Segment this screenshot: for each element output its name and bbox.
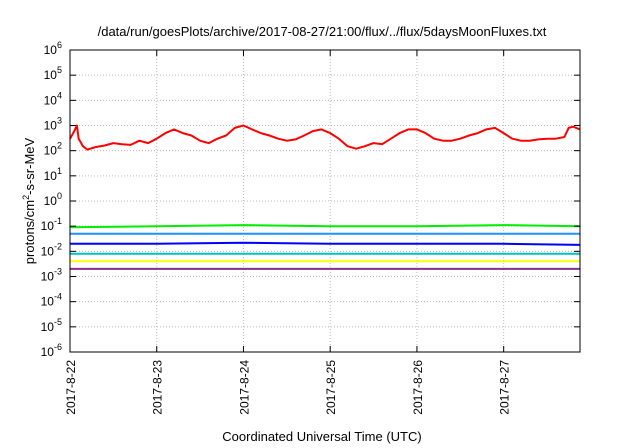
y-tick-exp: -3 (54, 267, 62, 277)
y-axis-title-prefix: protons/cm (22, 200, 37, 264)
x-tick-label: 2017-8-22 (64, 360, 78, 415)
y-tick-base: 10 (44, 93, 58, 107)
y-axis-title-suffix: -s-sr-MeV (22, 137, 37, 194)
y-tick-base: 10 (44, 194, 58, 208)
y-axis-title: protons/cm2-s-sr-MeV (21, 137, 37, 264)
y-tick-label: 105 (44, 65, 62, 82)
x-tick-labels: 2017-8-22 2017-8-23 2017-8-24 2017-8-25 2017… (64, 360, 512, 415)
axis-ticks (69, 49, 580, 353)
x-tick-label: 2017-8-26 (411, 360, 425, 415)
y-tick-exp: -1 (54, 216, 62, 226)
y-tick-exp: 4 (57, 90, 62, 100)
y-tick-base: 10 (41, 320, 55, 334)
y-tick-labels: 10610510410310210110010-110-210-310-410-… (41, 40, 62, 359)
y-tick-exp: 5 (57, 65, 62, 75)
y-tick-base: 10 (44, 119, 58, 133)
gridlines (69, 49, 580, 353)
y-tick-exp: 3 (57, 116, 62, 126)
y-tick-exp: 2 (57, 141, 62, 151)
y-tick-base: 10 (44, 169, 58, 183)
y-tick-base: 10 (41, 219, 55, 233)
y-tick-label: 104 (44, 90, 62, 107)
y-tick-base: 10 (41, 270, 55, 284)
chart-title: /data/run/goesPlots/archive/2017-08-27/2… (98, 24, 547, 39)
series-lines (69, 124, 581, 270)
x-axis-title: Coordinated Universal Time (UTC) (222, 429, 421, 444)
x-tick-label: 2017-8-24 (237, 360, 251, 415)
y-tick-label: 10-2 (41, 241, 62, 258)
y-axis-title-sup: 2 (21, 195, 31, 200)
y-tick-base: 10 (41, 345, 55, 359)
y-tick-exp: -2 (54, 241, 62, 251)
y-tick-base: 10 (41, 295, 55, 309)
y-tick-base: 10 (44, 144, 58, 158)
series-line-1 (69, 224, 581, 229)
y-tick-label: 103 (44, 116, 62, 133)
x-tick-label: 2017-8-23 (151, 360, 165, 415)
y-tick-label: 101 (44, 166, 62, 183)
y-tick-exp: 6 (57, 40, 62, 50)
y-tick-label: 106 (44, 40, 62, 57)
y-tick-label: 10-3 (41, 267, 62, 284)
x-tick-label: 2017-8-25 (324, 360, 338, 415)
y-tick-label: 10-6 (41, 342, 62, 359)
y-tick-base: 10 (44, 68, 58, 82)
y-tick-label: 100 (44, 191, 62, 208)
y-tick-base: 10 (41, 244, 55, 258)
y-tick-label: 10-5 (41, 317, 62, 334)
y-tick-base: 10 (44, 43, 58, 57)
x-tick-label: 2017-8-27 (498, 360, 512, 415)
y-tick-exp: 1 (57, 166, 62, 176)
y-tick-exp: -6 (54, 342, 62, 352)
y-tick-exp: 0 (57, 191, 62, 201)
y-tick-label: 102 (44, 141, 62, 158)
y-tick-label: 10-1 (41, 216, 62, 233)
y-tick-label: 10-4 (41, 292, 62, 309)
y-tick-exp: -5 (54, 317, 62, 327)
y-tick-exp: -4 (54, 292, 62, 302)
series-line-3 (70, 241, 581, 246)
series-line-0 (69, 124, 581, 151)
